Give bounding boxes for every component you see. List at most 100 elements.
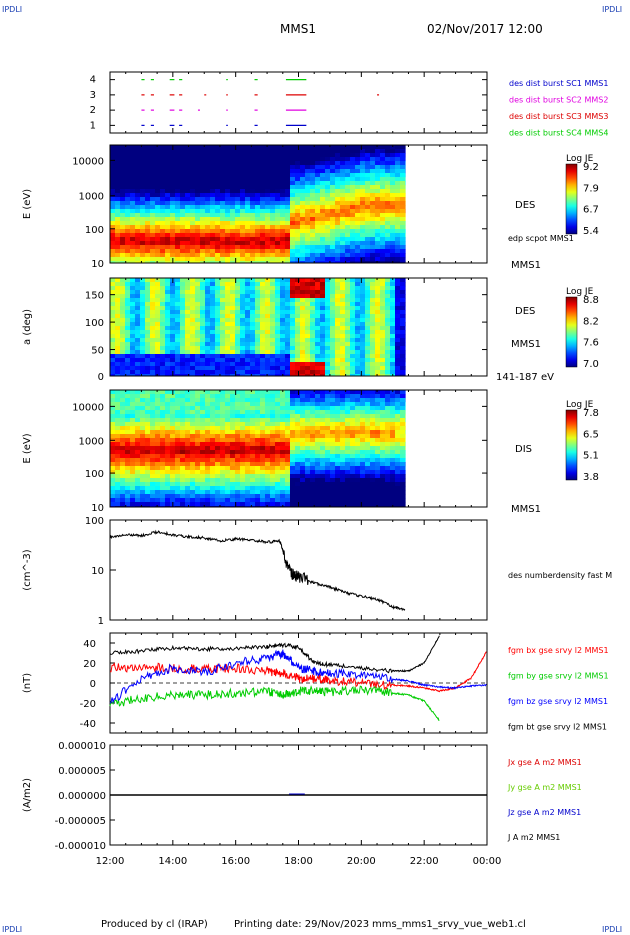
des-energy-heatmap-cell — [245, 253, 250, 257]
des-energy-heatmap-cell — [180, 185, 185, 189]
des-energy-heatmap-cell — [255, 209, 260, 213]
dis-energy-heatmap-cell — [205, 470, 210, 474]
des-energy-heatmap-cell — [135, 177, 140, 181]
dis-energy-heatmap-cell — [355, 502, 360, 506]
des-pitch-heatmap-cell — [225, 338, 230, 342]
dis-energy-heatmap-cell — [115, 458, 120, 462]
des-energy-heatmap-cell — [260, 221, 265, 225]
des-pitch-heatmap-cell — [280, 314, 285, 318]
des-energy-heatmap-cell — [270, 193, 275, 197]
des-energy-heatmap-cell — [310, 193, 315, 197]
dis-energy-heatmap-cell — [200, 446, 205, 450]
des-energy-heatmap-cell — [355, 217, 360, 221]
dis-energy-heatmap-cell — [190, 434, 195, 438]
des-energy-heatmap-cell — [325, 221, 330, 225]
des-energy-heatmap-cell — [225, 217, 230, 221]
des-energy-heatmap-cell — [300, 229, 305, 233]
dis-energy-heatmap-cell — [380, 490, 385, 494]
des-energy-heatmap-cell — [270, 225, 275, 229]
des-energy-heatmap-cell — [320, 165, 325, 169]
dis-energy-heatmap-cell — [310, 430, 315, 434]
dis-energy-heatmap-cell — [175, 466, 180, 470]
des-energy-heatmap-cell — [240, 181, 245, 185]
des-pitch-heatmap-cell — [150, 346, 155, 350]
des-energy-heatmap-cell — [275, 165, 280, 169]
des-pitch-heatmap-cell — [120, 370, 125, 374]
des-energy-heatmap-cell — [395, 177, 400, 181]
des-energy-heatmap-cell — [115, 145, 120, 149]
des-energy-heatmap-cell — [365, 157, 370, 161]
des-energy-heatmap-cell — [405, 229, 406, 233]
des-energy-heatmap-cell — [400, 249, 405, 253]
dis-energy-heatmap-cell — [245, 394, 250, 398]
dis-energy-heatmap-cell — [345, 486, 350, 490]
des-pitch-heatmap-cell — [340, 322, 345, 326]
des-pitch-heatmap-cell — [170, 322, 175, 326]
dis-energy-heatmap-cell — [165, 394, 170, 398]
dis-energy-heatmap-cell — [360, 462, 365, 466]
des-energy-heatmap-cell — [200, 153, 205, 157]
des-energy-heatmap-cell — [290, 253, 295, 257]
des-energy-heatmap-cell — [220, 221, 225, 225]
des-energy-heatmap-cell — [325, 197, 330, 201]
dis-energy-heatmap-cell — [315, 450, 320, 454]
des-energy-heatmap-cell — [325, 157, 330, 161]
dis-energy-heatmap-cell — [245, 486, 250, 490]
des-pitch-heatmap-cell — [330, 338, 335, 342]
des-energy-heatmap-cell — [275, 169, 280, 173]
dis-energy-heatmap-cell — [305, 498, 310, 502]
des-pitch-heatmap-cell — [285, 286, 290, 290]
des-energy-heatmap-cell — [185, 233, 190, 237]
des-pitch-heatmap-cell — [365, 350, 370, 354]
des-energy-heatmap-cell — [200, 185, 205, 189]
des-energy-heatmap-cell — [330, 233, 335, 237]
des-energy-heatmap-cell — [360, 237, 365, 241]
dis-energy-heatmap-cell — [285, 478, 290, 482]
dis-energy-heatmap-cell — [140, 438, 145, 442]
des-pitch-heatmap-cell — [260, 362, 265, 366]
dis-energy-heatmap-cell — [350, 470, 355, 474]
des-energy-heatmap-cell — [360, 209, 365, 213]
dis-energy-heatmap-cell — [370, 490, 375, 494]
des-pitch-heatmap-cell — [125, 362, 130, 366]
des-energy-heatmap-cell — [255, 189, 260, 193]
des-energy-heatmap-cell — [135, 237, 140, 241]
dis-energy-heatmap-cell — [340, 398, 345, 402]
dis-energy-heatmap-cell — [280, 414, 285, 418]
des-energy-heatmap-cell — [320, 177, 325, 181]
dis-energy-heatmap-cell — [375, 434, 380, 438]
des-energy-heatmap-cell — [130, 145, 135, 149]
dis-energy-heatmap-cell — [310, 486, 315, 490]
des-energy-heatmap-cell — [200, 201, 205, 205]
des-energy-heatmap-cell — [390, 165, 395, 169]
dis-energy-heatmap-cell — [155, 406, 160, 410]
dis-energy-heatmap-cell — [295, 454, 300, 458]
des-energy-heatmap-cell — [200, 189, 205, 193]
dis-energy-heatmap-cell — [320, 434, 325, 438]
dis-energy-heatmap-cell — [130, 458, 135, 462]
des-energy-heatmap-cell — [215, 189, 220, 193]
des-energy-heatmap-cell — [180, 257, 185, 261]
des-pitch-heatmap-cell — [275, 362, 280, 366]
des-pitch-heatmap-cell — [225, 318, 230, 322]
dis-energy-heatmap-cell — [185, 470, 190, 474]
des-pitch-heatmap-cell — [165, 318, 170, 322]
des-energy-heatmap-cell — [115, 213, 120, 217]
dis-energy-heatmap-cell — [300, 490, 305, 494]
des-energy-heatmap-cell — [315, 185, 320, 189]
des-pitch-heatmap-cell — [320, 366, 325, 370]
dis-energy-heatmap-cell — [130, 482, 135, 486]
des-energy-heatmap-cell — [310, 237, 315, 241]
dis-energy-heatmap-cell — [185, 438, 190, 442]
dis-energy-heatmap-cell — [355, 442, 360, 446]
des-energy-heatmap-cell — [315, 201, 320, 205]
des-pitch-heatmap-cell — [260, 298, 265, 302]
des-pitch-heatmap-cell — [295, 278, 300, 282]
des-energy-heatmap-cell — [270, 145, 275, 149]
des-energy-heatmap-cell — [265, 217, 270, 221]
dis-energy-heatmap-cell — [230, 458, 235, 462]
dis-energy-heatmap-cell — [145, 446, 150, 450]
dis-energy-heatmap-cell — [255, 434, 260, 438]
des-energy-heatmap-cell — [245, 181, 250, 185]
dis-energy-heatmap-cell — [205, 486, 210, 490]
